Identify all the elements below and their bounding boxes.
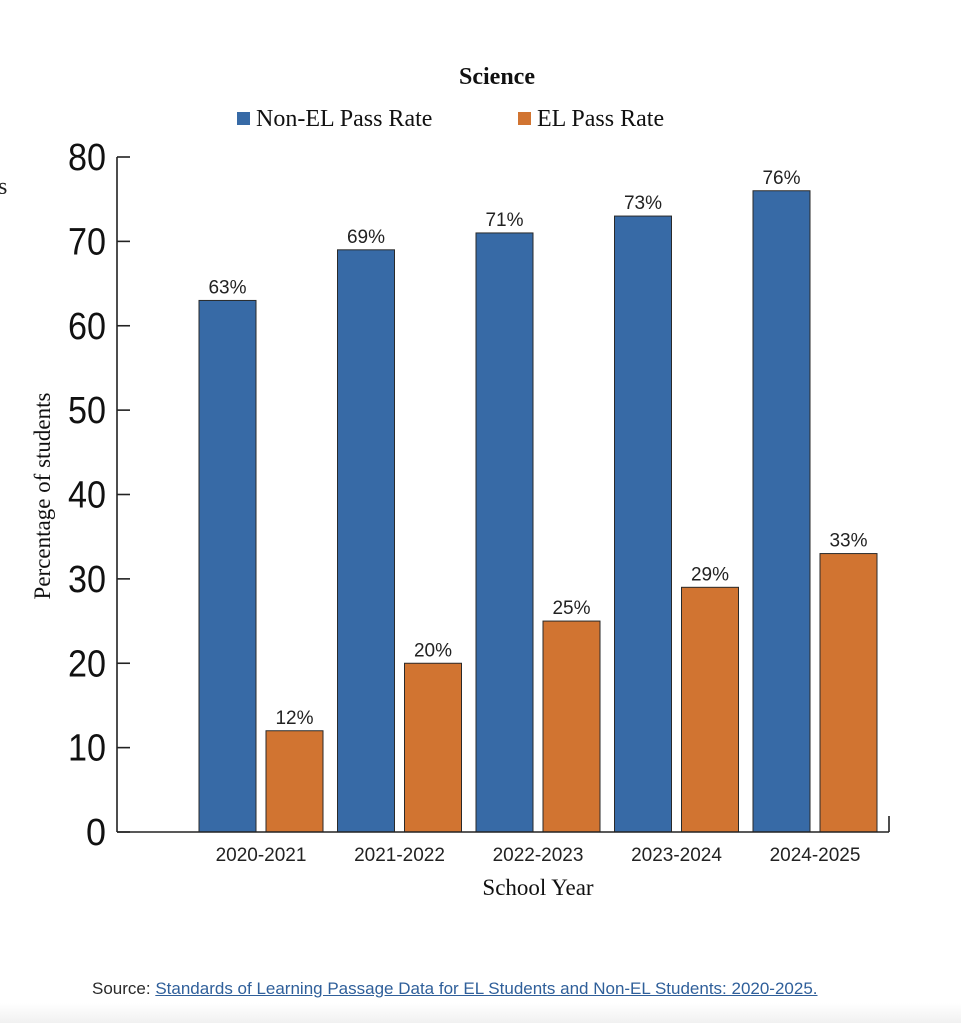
y-tick-label: 50 [68, 390, 106, 432]
source-prefix: Source: [92, 979, 151, 998]
legend-swatch-non-el [237, 112, 250, 125]
data-label: 33% [829, 531, 867, 552]
data-label: 73% [624, 193, 662, 214]
source-note: Source: Standards of Learning Passage Da… [92, 979, 818, 999]
data-label: 20% [414, 640, 452, 661]
bar-non-el [614, 215, 672, 833]
x-tick-label: 2022-2023 [493, 845, 584, 866]
data-label: 63% [208, 277, 246, 298]
x-axis-ticks: 2020-2021 2021-2022 2022-2023 2023-2024 2024… [216, 845, 861, 866]
data-label: 71% [485, 210, 523, 231]
y-tick-label: 70 [68, 221, 106, 263]
chart-title: Science [459, 64, 535, 90]
bar-el [404, 662, 462, 833]
legend: Non-EL Pass Rate EL Pass Rate [237, 106, 664, 132]
y-tick-label: 0 [86, 812, 106, 854]
y-tick-label: 30 [68, 559, 106, 601]
bar-non-el [337, 249, 395, 833]
y-tick-label: 20 [68, 643, 106, 685]
x-axis-label: School Year [482, 875, 594, 900]
bottom-edge [0, 1003, 961, 1023]
bar-el [681, 586, 739, 833]
legend-swatch-el [518, 112, 531, 125]
x-tick-label: 2024-2025 [770, 845, 861, 866]
legend-label-el: EL Pass Rate [537, 106, 664, 132]
data-label: 69% [347, 227, 385, 248]
bar-el [542, 620, 601, 833]
x-tick-label: 2020-2021 [216, 845, 307, 866]
bar-el [819, 553, 878, 833]
source-link[interactable]: Standards of Learning Passage Data for E… [155, 979, 818, 998]
y-axis-ticks: 0 10 20 30 40 50 60 70 80 [68, 137, 130, 854]
x-tick-label: 2023-2024 [631, 845, 722, 866]
data-label: 29% [691, 564, 729, 585]
data-label: 76% [762, 168, 800, 189]
cropped-side-text: s [0, 174, 8, 200]
y-tick-label: 10 [68, 728, 106, 770]
bar-chart: Science Non-EL Pass Rate EL Pass Rate Pe… [30, 64, 890, 900]
x-tick-label: 2021-2022 [354, 845, 445, 866]
legend-label-non-el: Non-EL Pass Rate [256, 106, 432, 132]
y-axis-label: Percentage of students [30, 392, 55, 599]
y-tick-label: 60 [68, 306, 106, 348]
data-label: 12% [275, 708, 313, 729]
bar-non-el [198, 299, 257, 833]
bar-el [265, 730, 324, 833]
bar-non-el [475, 232, 534, 833]
bar-non-el [752, 190, 811, 833]
bars: 63% 12% 69% 20% 71% 25% 73% 29% 76% 33% [198, 168, 878, 833]
y-tick-label: 80 [68, 137, 106, 179]
data-label: 25% [552, 598, 590, 619]
y-tick-label: 40 [68, 475, 106, 517]
